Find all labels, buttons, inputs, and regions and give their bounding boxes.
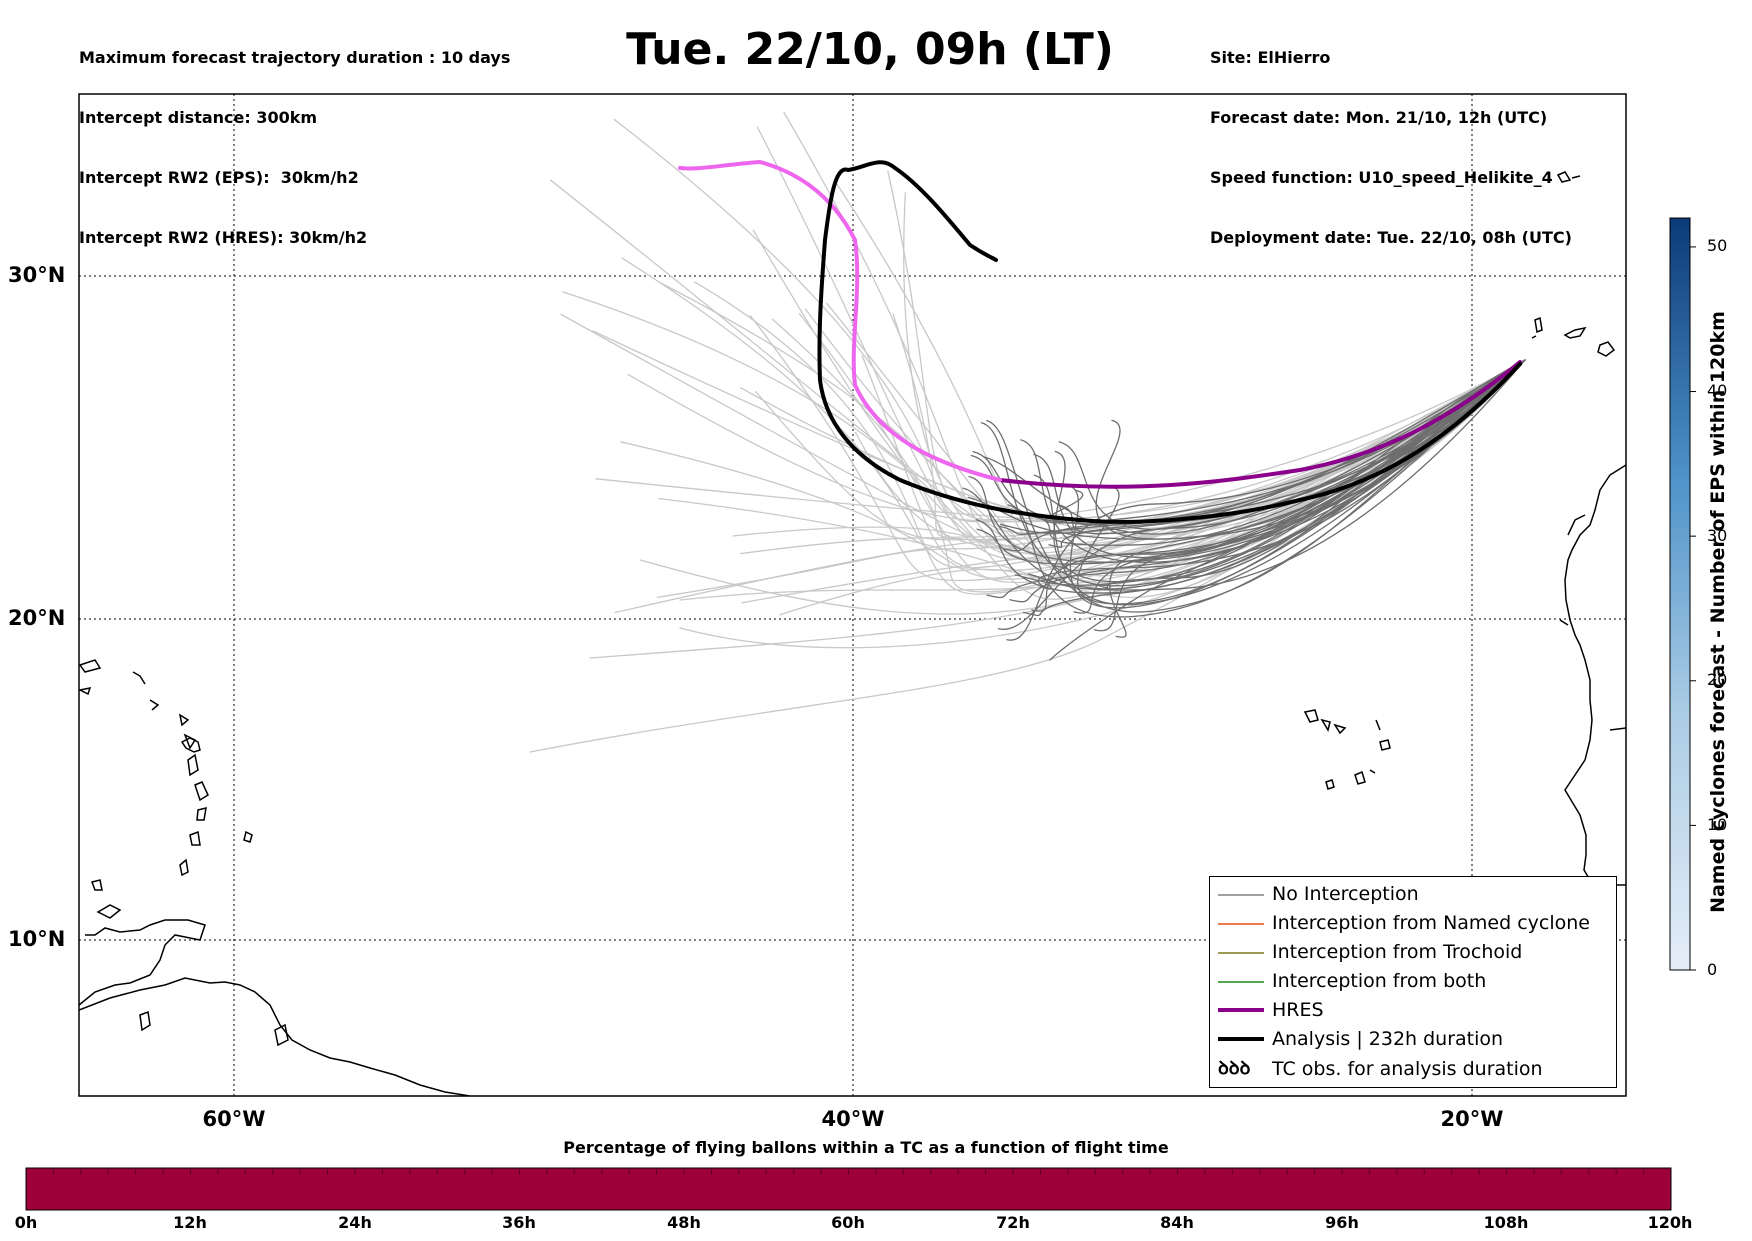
eps-member-line	[621, 257, 1526, 569]
map-legend: No Interception Interception from Named …	[1209, 876, 1617, 1088]
cyclone-count-colorbar	[1669, 217, 1691, 971]
legend-sample-trochoid	[1218, 952, 1264, 954]
site-text: Site: ElHierro	[1210, 48, 1331, 67]
lon-label-60w: 60°W	[202, 1107, 266, 1131]
eps-member-line	[656, 359, 1526, 598]
eps-member-line	[1007, 359, 1526, 618]
eps-member-line	[892, 313, 1526, 538]
time-tick-label: 12h	[173, 1213, 207, 1232]
coastlines	[79, 171, 1626, 1096]
legend-label: Interception from Named cyclone	[1272, 912, 1590, 934]
eps-member-line	[1049, 359, 1526, 661]
eps-member-line	[679, 359, 1526, 649]
lat-label-20n: 20°N	[8, 606, 66, 630]
run-info-right: Site: ElHierro Forecast date: Mon. 21/10…	[1210, 8, 1572, 268]
colorbar-tick-label: 10	[1707, 815, 1728, 834]
eps-member-line	[779, 359, 1526, 616]
time-tick-label: 24h	[338, 1213, 372, 1232]
speed-function-text: Speed function: U10_speed_Helikite_4	[1210, 168, 1553, 187]
legend-sample-named-cyclone	[1218, 923, 1264, 925]
tc-symbol-icon: ꝺꝺꝺ	[1218, 1058, 1251, 1079]
colorbar-tick-label: 40	[1707, 381, 1728, 400]
time-tick-label: 108h	[1483, 1213, 1529, 1232]
colorbar-tick-label: 0	[1707, 960, 1718, 979]
eps-member-line	[660, 282, 1526, 534]
colorbar-tick-label: 30	[1707, 526, 1728, 545]
run-info-left: Maximum forecast trajectory duration : 1…	[79, 8, 510, 268]
legend-label: Interception from both	[1272, 970, 1487, 992]
eps-member-line	[1073, 359, 1526, 614]
legend-label: TC obs. for analysis duration	[1272, 1058, 1543, 1080]
eps-member-line	[1022, 359, 1526, 616]
lon-label-40w: 40°W	[821, 1107, 885, 1131]
time-tick-label: 84h	[1160, 1213, 1194, 1232]
deployment-date-text: Deployment date: Tue. 22/10, 08h (UTC)	[1210, 228, 1572, 247]
legend-label: Interception from Trochoid	[1272, 941, 1523, 963]
eps-member-line	[529, 359, 1526, 753]
intercept-hres-text: Intercept RW2 (HRES): 30km/h2	[79, 228, 368, 247]
eps-member-line	[1020, 359, 1526, 563]
map-area	[79, 94, 1626, 1096]
colorbar-tick-label: 20	[1707, 670, 1728, 689]
time-tick-label: 48h	[667, 1213, 701, 1232]
intercept-distance-text: Intercept distance: 300km	[79, 108, 318, 127]
legend-label: No Interception	[1272, 883, 1419, 905]
eps-member-line	[1014, 359, 1526, 586]
time-bar-ticks	[52, 1168, 1645, 1174]
forecast-date-text: Forecast date: Mon. 21/10, 12h (UTC)	[1210, 108, 1548, 127]
hres-track-line-early	[678, 160, 1002, 482]
percentage-bar-title: Percentage of flying ballons within a TC…	[563, 1138, 1169, 1157]
eps-member-line	[1037, 359, 1526, 590]
legend-sample-analysis	[1218, 1037, 1264, 1041]
legend-label: HRES	[1272, 999, 1324, 1021]
eps-member-line	[627, 359, 1526, 523]
eps-member-line	[1095, 359, 1526, 540]
time-tick-label: 120h	[1647, 1213, 1693, 1232]
tc-percentage-bar	[25, 1167, 1672, 1211]
page-title: Tue. 22/10, 09h (LT)	[626, 24, 1114, 75]
eps-member-line	[756, 126, 1526, 560]
max-duration-text: Maximum forecast trajectory duration : 1…	[79, 48, 511, 67]
legend-label: Analysis | 232h duration	[1272, 1028, 1504, 1050]
eps-member-line	[887, 170, 1526, 521]
time-tick-label: 96h	[1325, 1213, 1359, 1232]
time-tick-label: 36h	[502, 1213, 536, 1232]
eps-member-line	[980, 359, 1526, 587]
trajectory-lines	[529, 111, 1526, 753]
colorbar-ticks	[1690, 246, 1696, 971]
time-tick-label: 0h	[14, 1213, 38, 1232]
intercept-eps-text: Intercept RW2 (EPS): 30km/h2	[79, 168, 359, 187]
time-tick-label: 60h	[831, 1213, 865, 1232]
legend-sample-hres	[1218, 1008, 1264, 1012]
eps-member-line	[783, 111, 1526, 550]
hres-track-line	[998, 360, 1522, 489]
lat-label-30n: 30°N	[8, 263, 66, 287]
eps-member-line	[562, 291, 1526, 600]
lat-label-10n: 10°N	[8, 927, 66, 951]
lon-label-20w: 20°W	[1440, 1107, 1504, 1131]
colorbar-tick-label: 50	[1707, 236, 1728, 255]
analysis-track-line	[817, 160, 1522, 524]
legend-sample-both	[1218, 981, 1264, 983]
eps-member-line	[903, 192, 1526, 555]
legend-sample-no-interception	[1218, 894, 1264, 896]
map-frame	[78, 93, 1627, 1097]
time-tick-label: 72h	[996, 1213, 1030, 1232]
